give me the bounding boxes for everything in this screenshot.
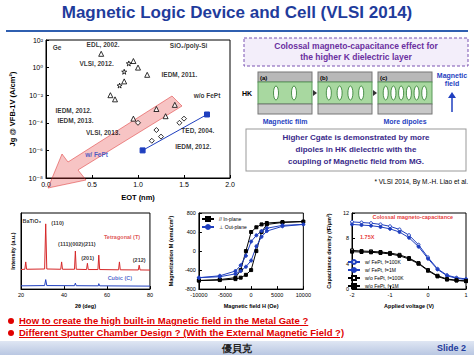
svg-text:IEDM, 2012.: IEDM, 2012. [56, 107, 92, 115]
svg-text:(212): (212) [133, 257, 146, 263]
svg-text:(201): (201) [81, 255, 94, 261]
svg-text:dipoles in HK dielectric with: dipoles in HK dielectric with the [296, 145, 417, 154]
svg-text:1: 1 [464, 292, 467, 298]
svg-text:10⁰: 10⁰ [32, 64, 43, 71]
svg-text:0: 0 [426, 292, 429, 298]
svg-text:1.5: 1.5 [179, 181, 189, 188]
html-text:優貝克: 優貝克 [222, 343, 252, 354]
svg-text:Magnetization M (emu/cm³): Magnetization M (emu/cm³) [168, 216, 174, 287]
svg-text:-2: -2 [350, 292, 355, 298]
svg-text:w/ FePt, f=100K: w/ FePt, f=100K [365, 259, 401, 265]
svg-text:Cubic (C): Cubic (C) [108, 275, 133, 281]
svg-text:* VLSI 2014, By M.-H. Liao et: * VLSI 2014, By M.-H. Liao et al. [374, 178, 468, 186]
svg-text:w/o FePt, f=100K: w/o FePt, f=100K [365, 275, 404, 281]
svg-text:0: 0 [250, 292, 253, 298]
svg-text:(111)(002)(211): (111)(002)(211) [58, 241, 96, 247]
svg-text:coupling of Magnetic field fro: coupling of Magnetic field from MG. [288, 157, 424, 166]
svg-text:Magnetic field H (Oe): Magnetic field H (Oe) [224, 303, 279, 309]
svg-text:Higher Cgate is demonstrated b: Higher Cgate is demonstrated by more [282, 133, 430, 142]
svg-text:1.75X: 1.75X [360, 234, 375, 240]
svg-text:800: 800 [187, 210, 196, 216]
svg-text:(c): (c) [380, 75, 387, 81]
svg-text:⊥ Out-plane: ⊥ Out-plane [219, 224, 247, 230]
svg-text:IEDM, 2013.: IEDM, 2013. [57, 117, 93, 125]
svg-text:60: 60 [104, 292, 110, 298]
svg-text:20: 20 [18, 292, 24, 298]
svg-text:Colossal magneto-capacitance e: Colossal magneto-capacitance effect for [274, 41, 438, 51]
svg-text:-400: -400 [185, 267, 196, 273]
svg-text:Jg @ VFB-1V (A/cm²): Jg @ VFB-1V (A/cm²) [8, 71, 17, 146]
svg-text:-5000: -5000 [218, 292, 232, 298]
svg-text:Intensity (a.u.): Intensity (a.u.) [10, 232, 16, 269]
svg-text:400: 400 [187, 229, 196, 235]
svg-text:SiO₂/poly-Si: SiO₂/poly-Si [170, 42, 208, 50]
svg-text:(a): (a) [260, 75, 267, 81]
svg-text:IEDM, 2011.: IEDM, 2011. [162, 71, 198, 79]
svg-text:VLSI, 2013.: VLSI, 2013. [86, 129, 121, 137]
svg-text:field: field [445, 80, 459, 87]
svg-text:w/ FePt: w/ FePt [84, 151, 109, 158]
svg-text:5000: 5000 [271, 292, 283, 298]
html-text:How to create the high built-i: How to create the high built-in Magnetic… [19, 315, 309, 326]
svg-text:Ge: Ge [53, 44, 62, 51]
svg-text:VLSI, 2012.: VLSI, 2012. [79, 60, 114, 68]
svg-text:EOT (nm): EOT (nm) [121, 193, 155, 202]
svg-text:HK: HK [242, 90, 252, 97]
svg-text:-10000: -10000 [190, 292, 207, 298]
svg-text:(b): (b) [320, 75, 328, 81]
svg-text:Magnetic: Magnetic [437, 72, 467, 80]
svg-text:2θ (deg): 2θ (deg) [75, 303, 96, 309]
svg-text:Applied voltage (V): Applied voltage (V) [384, 303, 434, 309]
svg-text:-800: -800 [184, 286, 196, 293]
svg-text:40: 40 [61, 292, 67, 298]
svg-text:10000: 10000 [296, 292, 311, 298]
svg-text:0.0: 0.0 [41, 181, 51, 188]
svg-text:8: 8 [346, 235, 349, 241]
svg-text:w/ FePt, f=1M: w/ FePt, f=1M [365, 267, 396, 273]
svg-text:Tetragonal (T): Tetragonal (T) [104, 234, 140, 240]
svg-text:12: 12 [343, 210, 349, 216]
svg-text:-1: -1 [388, 292, 393, 298]
svg-text:10⁻⁸: 10⁻⁸ [28, 174, 43, 182]
svg-text:Capacitance density (fF/μm²): Capacitance density (fF/μm²) [326, 213, 332, 288]
svg-text:10⁻⁴: 10⁻⁴ [29, 119, 44, 126]
svg-text:1.0: 1.0 [133, 181, 143, 188]
svg-text:EDL, 2002.: EDL, 2002. [87, 41, 120, 49]
svg-text:0: 0 [193, 248, 196, 254]
svg-text:w/o FePt: w/o FePt [193, 92, 222, 99]
svg-text:0.5: 0.5 [87, 181, 97, 188]
svg-text:TED, 2004.: TED, 2004. [181, 127, 214, 135]
svg-text:IEDM, 2012.: IEDM, 2012. [175, 143, 211, 151]
html-text:Magnetic Logic Device and Cell: Magnetic Logic Device and Cell (VLSI 201… [61, 3, 413, 22]
svg-text:More dipoles: More dipoles [383, 118, 426, 126]
svg-text:10⁻²: 10⁻² [29, 92, 43, 99]
svg-text:2.0: 2.0 [225, 181, 235, 188]
svg-text:Colossal magneto-capacitance: Colossal magneto-capacitance [372, 214, 453, 220]
svg-text:w/o FePt, f=1M: w/o FePt, f=1M [365, 283, 399, 289]
svg-text:BaTiO₃: BaTiO₃ [22, 218, 41, 224]
svg-text:0: 0 [346, 286, 349, 293]
html-text:Different Sputter Chamber Desi: Different Sputter Chamber Design ? (With… [19, 327, 345, 338]
svg-text:Magnetic film: Magnetic film [263, 118, 308, 126]
svg-text:80: 80 [147, 292, 153, 298]
svg-text:(110): (110) [51, 220, 64, 226]
svg-text:10²: 10² [33, 37, 44, 44]
svg-text:4: 4 [346, 260, 349, 267]
svg-text:10⁻⁶: 10⁻⁶ [29, 147, 43, 154]
svg-text:the higher K dielectric layer: the higher K dielectric layer [300, 52, 412, 62]
svg-text:// In-plane: // In-plane [219, 216, 241, 222]
html-text:Slide 2: Slide 2 [437, 343, 466, 353]
